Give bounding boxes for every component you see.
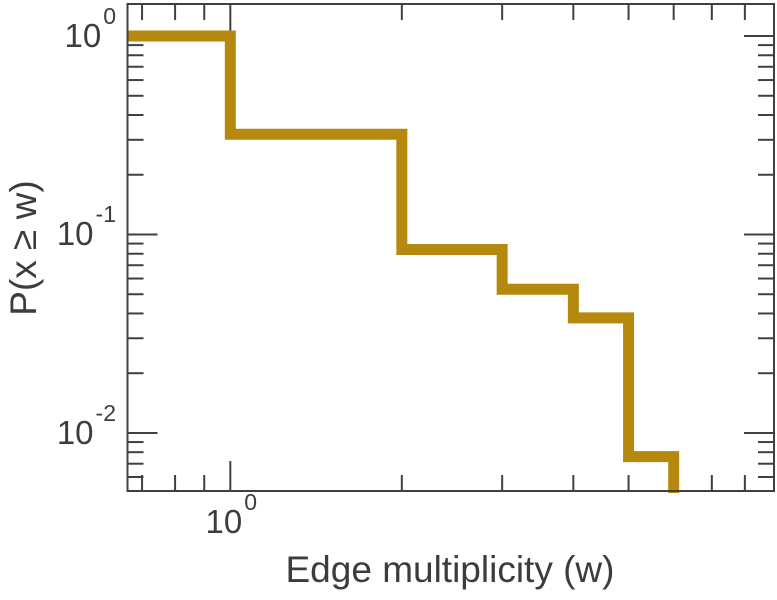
y-tick-label-1e0-exponent: 0 [103, 3, 116, 30]
x-axis-title: Edge multiplicity (w) [285, 549, 615, 590]
x-tick-label-1e0: 100 [150, 491, 310, 542]
y-tick-label-1e0: 100 [0, 5, 116, 56]
y-tick-label-1e-1: 10-1 [0, 203, 116, 254]
y-tick-label-1e0-base: 10 [64, 17, 102, 55]
y-tick-label-1e-2: 10-2 [0, 401, 116, 453]
ccdf-step-path [127, 30, 680, 493]
y-tick-label-1e-2-base: 10 [56, 413, 94, 451]
y-tick-label-1e-1-exponent: -1 [95, 201, 116, 228]
plot-border [126, 3, 775, 492]
y-tick-label-1e-1-base: 10 [56, 215, 94, 253]
y-tick-label-1e-2-exponent: -2 [95, 399, 116, 426]
y-axis-title: P(x ≥ w) [3, 180, 44, 316]
x-tick-label-1e0-base: 10 [205, 503, 243, 540]
ccdf-step-line [127, 30, 680, 493]
x-tick-label-1e0-exponent: 0 [244, 489, 258, 515]
